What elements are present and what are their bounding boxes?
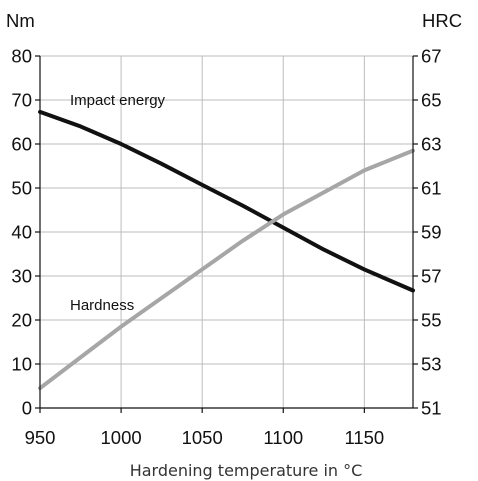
left-y-tick-label: 60 bbox=[11, 134, 32, 155]
grid bbox=[40, 55, 413, 408]
left-y-tick-label: 10 bbox=[11, 354, 32, 375]
right-y-tick-label: 59 bbox=[421, 222, 442, 243]
tick-labels: 0 10 20 30 40 50 60 70 80 51 53 55 57 59 61 63 65 67 950 10… bbox=[11, 46, 441, 449]
right-y-tick-label: 55 bbox=[421, 310, 442, 331]
right-y-tick-label: 51 bbox=[421, 398, 442, 419]
right-y-tick-label: 63 bbox=[421, 134, 442, 155]
series-label-impact-energy: Impact energy bbox=[70, 92, 166, 109]
series-lines bbox=[38, 109, 415, 391]
x-tick-label: 950 bbox=[25, 427, 56, 448]
x-tick-label: 1050 bbox=[182, 427, 223, 448]
x-tick-label: 1100 bbox=[263, 427, 303, 448]
series-label-hardness: Hardness bbox=[70, 297, 134, 314]
series-line-impact-energy bbox=[38, 109, 415, 293]
left-y-tick-label: 50 bbox=[11, 178, 32, 199]
right-y-tick-label: 67 bbox=[421, 46, 442, 67]
right-y-tick-label: 53 bbox=[421, 354, 442, 375]
axis-ticks bbox=[35, 55, 418, 413]
left-y-tick-label: 20 bbox=[11, 310, 32, 331]
left-y-tick-label: 30 bbox=[11, 266, 32, 287]
left-y-tick-label: 40 bbox=[11, 222, 32, 243]
x-axis-title: Hardening temperature in °C bbox=[130, 461, 363, 480]
left-y-tick-label: 70 bbox=[11, 90, 32, 111]
left-y-tick-label: 0 bbox=[22, 398, 32, 419]
right-y-tick-label: 65 bbox=[421, 90, 442, 111]
right-y-tick-label: 61 bbox=[421, 178, 442, 199]
x-tick-label: 1000 bbox=[101, 427, 142, 448]
left-y-tick-label: 80 bbox=[11, 46, 32, 67]
right-axis-unit-label: HRC bbox=[422, 10, 462, 31]
left-axis-unit-label: Nm bbox=[6, 10, 35, 31]
x-tick-label: 1150 bbox=[344, 427, 384, 448]
series-line-hardness bbox=[38, 148, 415, 391]
right-y-tick-label: 57 bbox=[421, 266, 442, 287]
